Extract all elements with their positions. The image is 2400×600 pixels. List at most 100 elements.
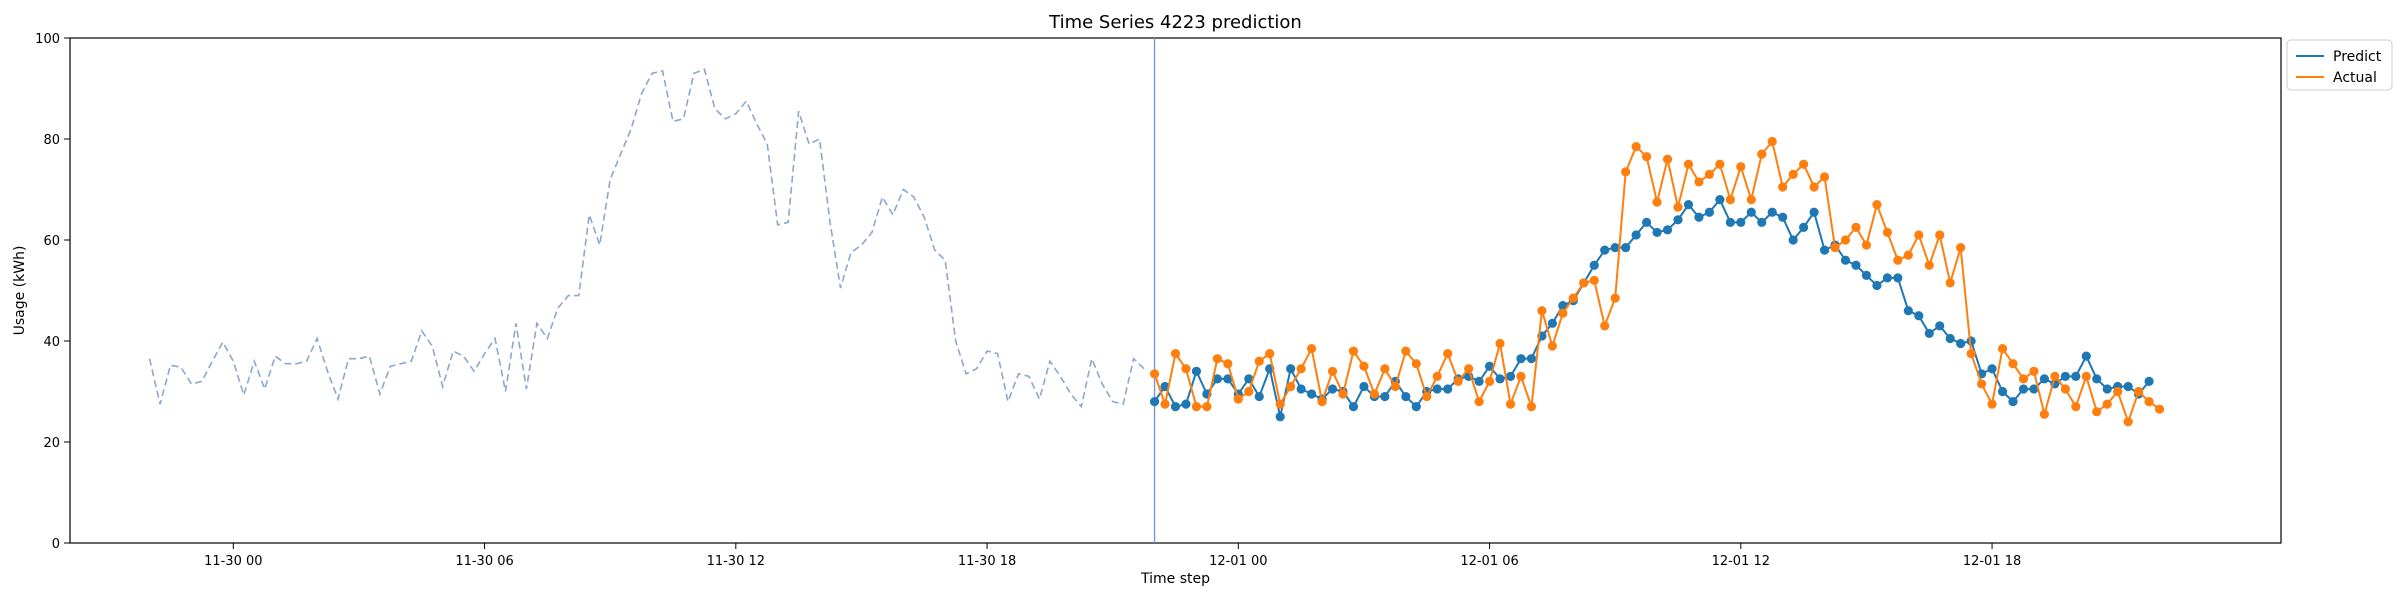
data-point-predict xyxy=(2039,374,2050,384)
data-point-actual xyxy=(2123,417,2133,427)
data-point-actual xyxy=(1160,399,1170,409)
data-point-actual xyxy=(1736,162,1746,172)
data-point-actual xyxy=(2071,402,2081,412)
data-point-actual xyxy=(1233,394,1243,404)
data-point-predict xyxy=(1432,384,1442,394)
data-point-actual xyxy=(1893,255,1903,265)
x-tick-label: 11-30 06 xyxy=(455,554,513,569)
data-point-actual xyxy=(1924,260,1934,270)
data-point-predict xyxy=(1746,207,1756,217)
data-point-actual xyxy=(1872,200,1882,210)
data-point-actual xyxy=(1715,159,1725,169)
data-point-predict xyxy=(1736,217,1746,227)
data-point-actual xyxy=(1819,172,1830,182)
data-point-actual xyxy=(1652,197,1662,207)
data-point-predict xyxy=(1296,384,1306,394)
data-point-actual xyxy=(1484,376,1495,386)
data-point-actual xyxy=(1600,321,1610,331)
data-point-predict xyxy=(1484,361,1495,371)
data-point-actual xyxy=(1265,349,1275,359)
data-point-actual xyxy=(1757,149,1767,159)
data-point-actual xyxy=(2134,386,2144,397)
data-point-actual xyxy=(1935,230,1945,240)
legend-label-actual: Actual xyxy=(2333,70,2377,86)
data-point-actual xyxy=(1537,306,1547,316)
y-tick-label: 60 xyxy=(43,234,60,249)
data-point-actual xyxy=(1191,402,1202,412)
data-point-actual xyxy=(1306,343,1317,354)
data-point-predict xyxy=(1327,384,1338,394)
data-point-predict xyxy=(1380,391,1390,402)
data-point-predict xyxy=(1558,301,1568,311)
data-point-actual xyxy=(1212,354,1222,364)
data-point-predict xyxy=(1715,195,1725,205)
data-point-actual xyxy=(1809,182,1819,192)
data-point-actual xyxy=(1882,227,1892,238)
data-point-actual xyxy=(1589,275,1599,285)
data-point-actual xyxy=(1799,159,1809,169)
history-line xyxy=(148,68,1145,409)
data-point-predict xyxy=(1610,242,1620,253)
data-point-actual xyxy=(1390,381,1400,392)
y-tick-label: 0 xyxy=(52,537,60,552)
data-point-predict xyxy=(1673,215,1683,225)
data-point-predict xyxy=(1641,217,1652,227)
data-point-predict xyxy=(1191,366,1202,376)
data-point-predict xyxy=(2008,397,2018,407)
data-point-predict xyxy=(1893,273,1903,283)
data-point-actual xyxy=(1840,235,1851,245)
data-point-actual xyxy=(1359,361,1369,371)
data-point-predict xyxy=(1882,273,1892,283)
data-point-predict xyxy=(2092,374,2102,384)
data-point-actual xyxy=(1631,141,1641,152)
data-point-actual xyxy=(1861,240,1872,250)
data-point-actual xyxy=(1725,195,1735,205)
data-point-predict xyxy=(1254,391,1264,402)
data-point-predict xyxy=(2102,384,2112,394)
data-point-actual xyxy=(2154,404,2165,414)
data-point-predict xyxy=(1443,384,1453,394)
data-point-actual xyxy=(1338,389,1348,399)
legend: Predict Actual xyxy=(2286,39,2393,91)
y-tick-label: 100 xyxy=(35,32,60,47)
data-point-actual xyxy=(1788,169,1798,179)
data-point-actual xyxy=(1673,202,1683,212)
data-point-actual xyxy=(1296,364,1306,374)
data-point-predict xyxy=(2018,384,2029,394)
data-point-predict xyxy=(1589,260,1599,270)
data-point-predict xyxy=(1621,242,1631,253)
data-point-actual xyxy=(1348,346,1359,356)
data-point-predict xyxy=(1348,402,1359,412)
data-point-actual xyxy=(1610,293,1620,303)
chart-title: Time Series 4223 prediction xyxy=(1048,12,1302,33)
data-point-actual xyxy=(1474,397,1484,407)
data-point-actual xyxy=(2008,359,2018,369)
data-point-actual xyxy=(1170,349,1181,359)
data-point-actual xyxy=(1987,399,1997,409)
data-point-predict xyxy=(1914,311,1924,321)
data-point-actual xyxy=(1411,359,1421,369)
data-point-predict xyxy=(1809,207,1819,217)
data-point-actual xyxy=(1275,399,1285,409)
data-point-actual xyxy=(1621,167,1631,177)
data-point-actual xyxy=(1223,359,1233,369)
data-point-actual xyxy=(2039,409,2050,419)
data-point-actual xyxy=(1464,364,1474,374)
data-point-actual xyxy=(1746,195,1756,205)
data-point-actual xyxy=(1181,364,1191,374)
data-point-predict xyxy=(1505,371,1516,381)
data-point-actual xyxy=(2081,371,2091,381)
data-point-actual xyxy=(2092,407,2102,417)
data-point-predict xyxy=(1725,217,1735,227)
data-point-actual xyxy=(1244,386,1254,397)
data-point-actual xyxy=(1976,379,1987,389)
data-point-predict xyxy=(1474,376,1484,386)
data-point-predict xyxy=(1526,354,1537,364)
data-point-actual xyxy=(2050,371,2060,381)
data-point-predict xyxy=(1495,374,1505,384)
data-point-predict xyxy=(1872,280,1882,291)
data-point-actual xyxy=(1966,349,1976,359)
data-point-predict xyxy=(2123,381,2133,392)
data-point-predict xyxy=(1778,212,1788,222)
